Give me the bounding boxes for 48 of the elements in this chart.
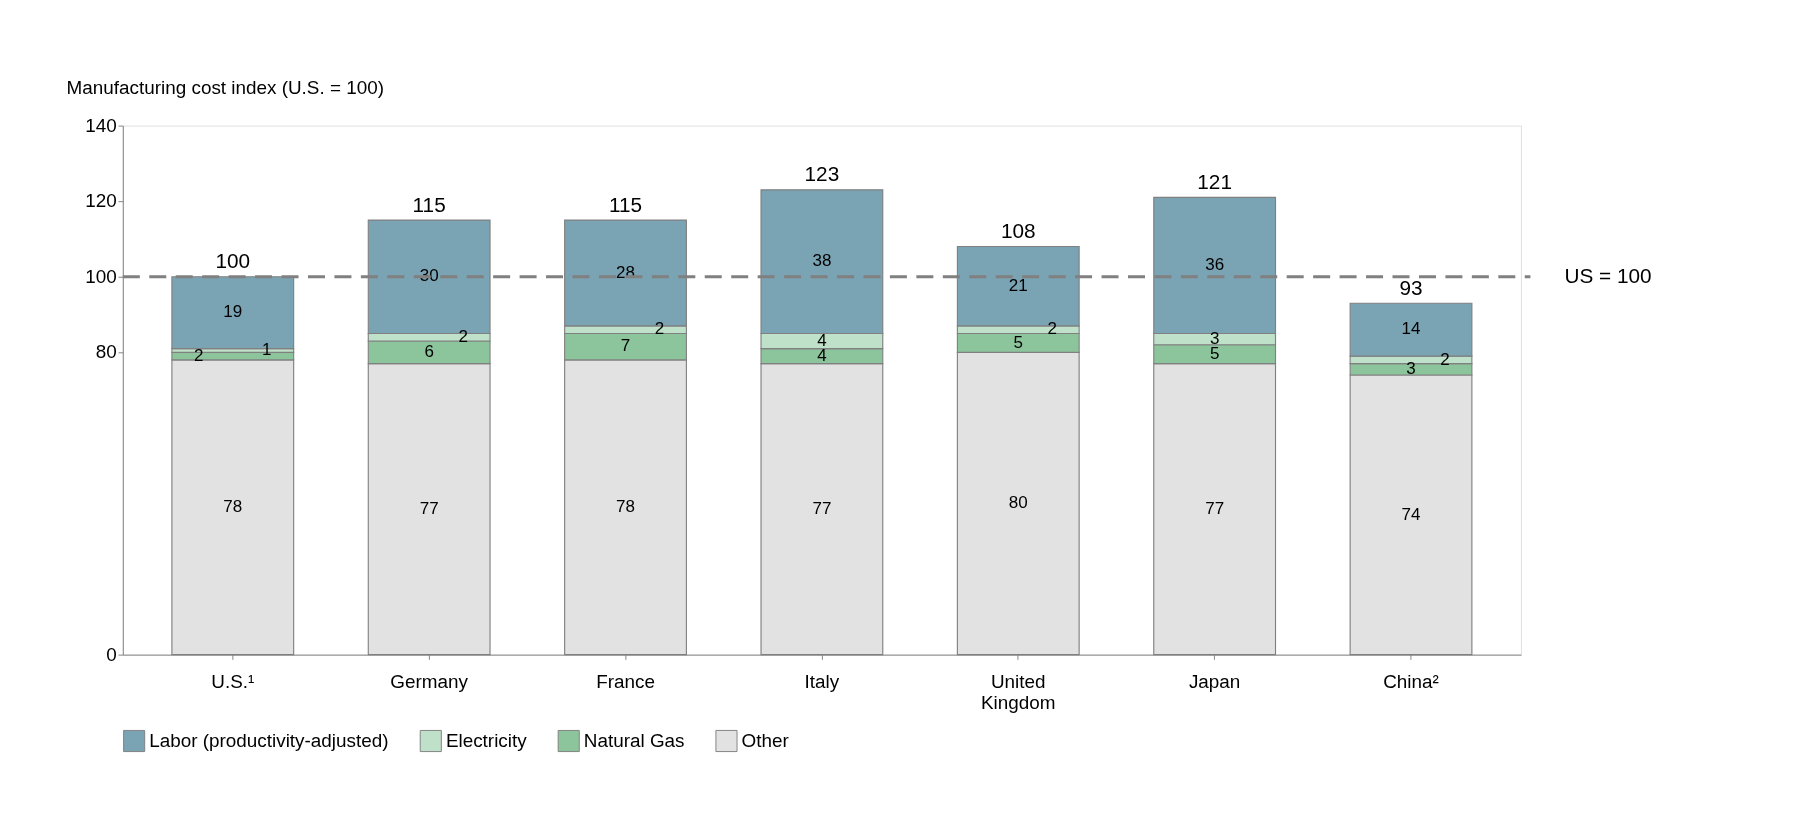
legend-label: Natural Gas [583,729,685,751]
data-label: 77 [419,498,439,518]
data-label: 78 [616,497,635,517]
data-label: 14 [1401,319,1421,339]
data-label: 21 [1008,275,1028,295]
y-tick-label: 140 [85,114,117,136]
data-label: 5 [1013,332,1023,352]
x-tick-label: United Kingdom [981,671,1056,713]
data-label: 36 [1205,255,1225,275]
legend-label: Other [741,729,789,751]
data-label: 2 [1047,319,1058,339]
data-label: 30 [419,266,439,286]
y-tick-label: 80 [95,341,117,363]
x-tick-label: France [596,671,655,693]
y-axis-title: Manufacturing cost index (U.S. = 100) [66,76,384,98]
y-tick-label: 120 [85,190,117,212]
x-tick-label: Japan [1188,671,1241,693]
data-label: 77 [812,498,832,518]
x-tick-label: Italy [804,671,840,693]
data-label: 7 [620,336,631,356]
data-label: 2 [654,319,665,339]
y-tick-label: 0 [106,643,117,665]
data-label: 1 [262,340,272,360]
legend-label: Electricity [445,729,528,751]
total-label: 123 [804,162,840,186]
data-label: 74 [1401,504,1421,524]
data-label: 6 [424,342,434,362]
total-label: 93 [1399,275,1423,299]
data-label: 2 [458,326,468,346]
data-label: 2 [194,345,204,365]
x-tick-label: U.S.¹ [211,671,255,693]
total-label: 115 [608,192,643,216]
data-label: 38 [812,251,832,271]
data-label: 2 [1440,349,1450,369]
total-label: 108 [1000,219,1036,243]
total-label: 100 [215,249,251,273]
data-label: 78 [223,497,243,517]
y-tick-label: 100 [85,265,117,287]
data-label: 80 [1008,493,1028,513]
total-label: 115 [412,192,446,216]
ref-line-label: US = 100 [1564,264,1652,288]
x-tick-label: China² [1383,671,1439,693]
data-label: 3 [1406,359,1416,379]
legend-label: Labor (productivity-adjusted) [149,729,389,751]
data-label: 77 [1205,498,1225,518]
total-label: 121 [1197,169,1232,193]
x-tick-label: Germany [390,671,469,693]
data-label: 19 [223,302,243,322]
